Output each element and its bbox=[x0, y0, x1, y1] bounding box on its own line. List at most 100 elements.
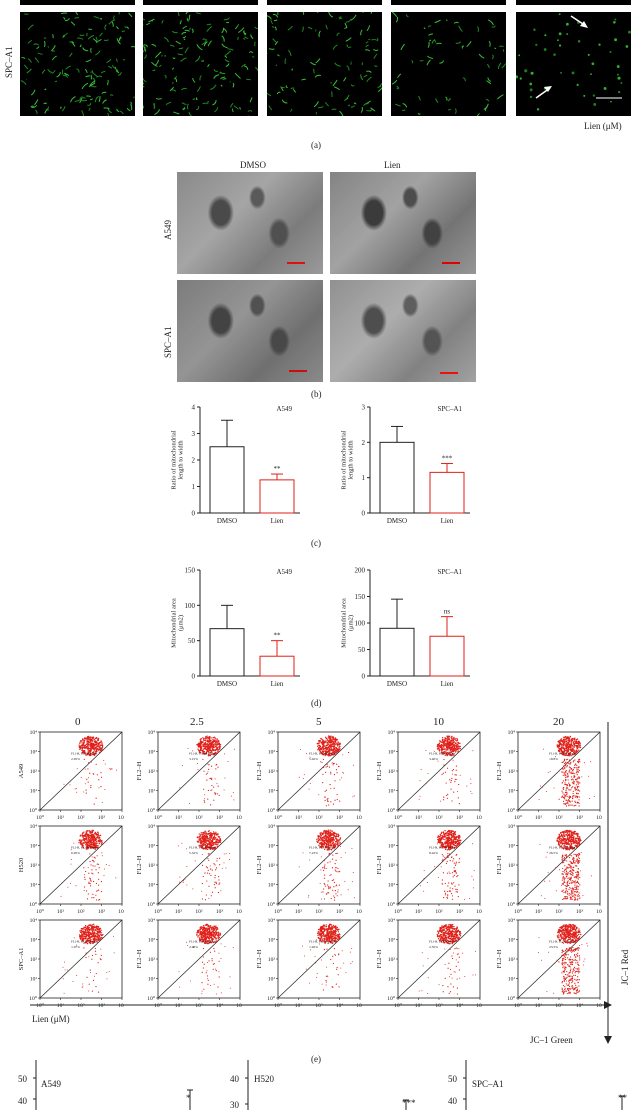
caption-e: (e) bbox=[311, 1054, 321, 1064]
chart-d-2: 0 50 100 150 200 DMSO ns Lien SPC–A1 Mitochondria… bbox=[340, 567, 470, 688]
y-tick-label: 10² bbox=[148, 863, 156, 869]
caption-b: (b) bbox=[311, 389, 322, 399]
y-tick-label: 4 bbox=[192, 404, 196, 412]
y-tick-label: 10⁴ bbox=[388, 918, 396, 924]
y-tick-label: 1 bbox=[362, 474, 366, 482]
category-label: Lien bbox=[271, 680, 284, 688]
y-tick-label: 10³ bbox=[148, 750, 156, 756]
gate-percent: 6.05% bbox=[71, 851, 80, 855]
x-tick-label: 10³ bbox=[98, 909, 106, 915]
x-tick-label: 10⁰ bbox=[514, 908, 523, 915]
y-tick-label: 10⁰ bbox=[507, 807, 516, 814]
category-label: DMSO bbox=[217, 517, 237, 525]
x-tick-label: 10¹ bbox=[535, 815, 543, 821]
x-tick-label: 10² bbox=[315, 815, 323, 821]
y-tick-label: 10⁴ bbox=[30, 730, 38, 736]
y-tick-label: 10⁴ bbox=[268, 824, 276, 830]
dose-label-0: 0 bbox=[75, 716, 81, 728]
y-tick-label: 150 bbox=[185, 567, 196, 575]
x-tick-label: 10² bbox=[435, 1003, 443, 1009]
f-title-1: H520 bbox=[254, 1074, 274, 1084]
y-tick-label: 10² bbox=[508, 863, 516, 869]
flow-plot-r1-c4: FL1-H, FL2-H subset26.5%10⁴10³10²10¹10⁰1… bbox=[496, 824, 602, 915]
gate-percent: 1.97% bbox=[71, 945, 80, 949]
y-tick-label: 0 bbox=[362, 673, 366, 681]
f-mark-0: * bbox=[186, 1093, 191, 1103]
y-axis-label: FL2–H bbox=[256, 855, 263, 874]
y-tick-label: 10² bbox=[388, 957, 396, 963]
row-label-a549: A549 bbox=[163, 220, 173, 240]
gate-label: FL1-H, FL2-H subset bbox=[309, 752, 335, 757]
x-tick-label: 10³ bbox=[336, 1003, 344, 1009]
chart-title: SPC–A1 bbox=[437, 568, 462, 576]
x-tick-label: 10² bbox=[555, 1003, 563, 1009]
y-tick-label: 10⁰ bbox=[507, 995, 516, 1002]
y-tick-label: 10¹ bbox=[148, 789, 156, 795]
y-axis-label: Ratio of mitochondriallength to width bbox=[170, 430, 184, 489]
x-tick-label: 10¹ bbox=[57, 815, 65, 821]
x-tick-label: 10⁴ bbox=[236, 815, 242, 821]
y-axis-label: FL2–H bbox=[256, 761, 263, 780]
y-tick-label: 10² bbox=[508, 957, 516, 963]
x-tick-label: 10¹ bbox=[415, 1003, 423, 1009]
flow-plot-r0-c2: FL1-H, FL2-H subset5.02%10⁴10³10²10¹10⁰1… bbox=[256, 730, 362, 821]
y-tick-label: 10⁰ bbox=[507, 901, 516, 908]
micrograph-a-2 bbox=[267, 12, 382, 116]
em-image-a549-lien bbox=[330, 172, 476, 274]
gate-percent: 2.98% bbox=[189, 945, 198, 949]
flow-plot-r0-c1: FL1-H, FL2-H subset3.15%10⁴10³10²10¹10⁰1… bbox=[136, 730, 242, 821]
gate-percent: 8.42% bbox=[429, 851, 438, 855]
bar bbox=[209, 446, 245, 514]
y-axis-label: FL2–H bbox=[136, 949, 143, 968]
y-tick-label: 10² bbox=[388, 863, 396, 869]
bar bbox=[429, 471, 465, 514]
y-tick-label: 10² bbox=[268, 769, 276, 775]
f-ytop-0: 50 bbox=[18, 1074, 27, 1084]
y-tick-label: 10¹ bbox=[268, 789, 276, 795]
gate-label: FL1-H, FL2-H subset bbox=[189, 940, 215, 945]
x-tick-label: 10¹ bbox=[57, 1003, 65, 1009]
y-tick-label: 10³ bbox=[388, 750, 396, 756]
x-tick-label: 10⁴ bbox=[118, 815, 124, 821]
y-tick-label: 10³ bbox=[508, 938, 516, 944]
y-axis-label: Mitochondrial area(μm2) bbox=[340, 598, 354, 648]
flow-plot-r2-c2: FL1-H, FL2-H subset1.92%10⁴10³10²10¹10⁰1… bbox=[256, 918, 362, 1009]
flow-plot-r2-c3: FL1-H, FL2-H subset2.35%10⁴10³10²10¹10⁰1… bbox=[376, 918, 482, 1009]
y-tick-label: 10⁴ bbox=[148, 918, 156, 924]
x-tick-label: 10¹ bbox=[415, 815, 423, 821]
flow-plot-r1-c2: FL1-H, FL2-H subset7.23%10⁴10³10²10¹10⁰1… bbox=[256, 824, 362, 915]
x-tick-label: 10⁰ bbox=[154, 1002, 163, 1009]
y-tick-label: 10⁴ bbox=[508, 824, 516, 830]
gate-percent: 2.35% bbox=[429, 945, 438, 949]
y-tick-label: 10² bbox=[388, 769, 396, 775]
y-tick-label: 10¹ bbox=[508, 883, 516, 889]
y-tick-label: 10⁴ bbox=[148, 824, 156, 830]
y-tick-label: 10¹ bbox=[388, 883, 396, 889]
x-tick-label: 10⁴ bbox=[236, 909, 242, 915]
arrow-icon bbox=[535, 15, 622, 99]
y-tick-label: 10¹ bbox=[388, 789, 396, 795]
jc1-red-label: JC–1 Red bbox=[620, 949, 630, 985]
y-tick-label: 0 bbox=[362, 510, 366, 518]
x-tick-label: 10⁰ bbox=[394, 814, 403, 821]
y-axis-label: FL2–H bbox=[496, 761, 503, 780]
category-label: Lien bbox=[271, 517, 284, 525]
micrograph-strip bbox=[267, 0, 382, 5]
f-title-2: SPC–A1 bbox=[472, 1079, 504, 1089]
row-label-spca1: SPC–A1 bbox=[163, 326, 173, 358]
x-tick-label: 10⁴ bbox=[356, 815, 362, 821]
y-tick-label: 150 bbox=[355, 593, 366, 601]
x-tick-label: 10³ bbox=[456, 815, 464, 821]
category-label: DMSO bbox=[387, 517, 407, 525]
gate-percent: 3.15% bbox=[189, 757, 198, 761]
em-image-a549-dmso bbox=[177, 172, 323, 274]
row-label: H520 bbox=[18, 858, 25, 872]
y-tick-label: 10⁴ bbox=[268, 918, 276, 924]
x-tick-label: 10³ bbox=[576, 815, 584, 821]
x-tick-label: 10⁰ bbox=[514, 1002, 523, 1009]
x-tick-label: 10⁰ bbox=[36, 908, 45, 915]
x-tick-label: 10¹ bbox=[175, 909, 183, 915]
flow-plot-r2-c4: FL1-H, FL2-H subset23.5%10⁴10³10²10¹10⁰1… bbox=[496, 918, 602, 1009]
caption-c: (c) bbox=[311, 538, 321, 548]
y-tick-label: 10⁰ bbox=[29, 995, 38, 1002]
